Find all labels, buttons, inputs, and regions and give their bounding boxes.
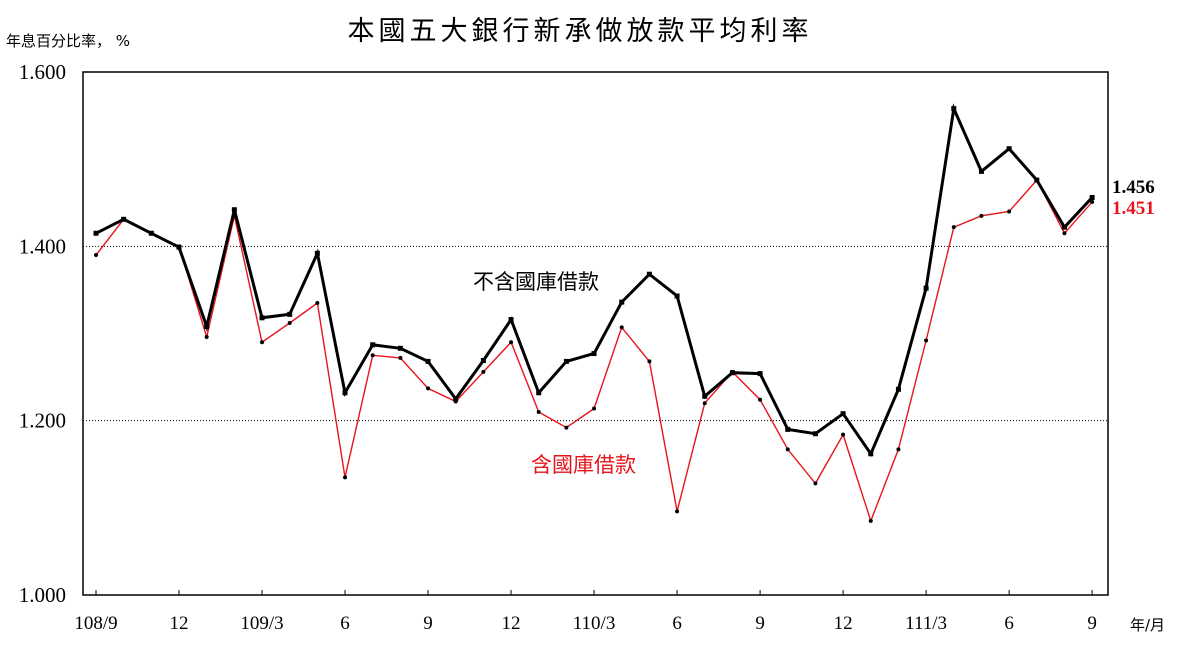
point-excl-treasury: [674, 293, 680, 299]
point-excl-treasury: [480, 358, 486, 364]
point-incl-treasury: [675, 509, 680, 514]
point-incl-treasury: [1062, 231, 1067, 236]
point-incl-treasury: [398, 355, 403, 360]
point-incl-treasury: [287, 321, 292, 326]
x-tick-label: 6: [340, 613, 350, 634]
x-tick-label: 111/3: [905, 613, 947, 634]
point-incl-treasury: [564, 425, 569, 430]
chart-title: 本國五大銀行新承做放款平均利率: [348, 16, 813, 47]
point-excl-treasury: [176, 244, 182, 250]
point-excl-treasury: [978, 168, 984, 174]
y-axis-unit-label: 年息百分比率， %: [6, 32, 130, 50]
point-incl-treasury: [868, 518, 873, 523]
point-incl-treasury: [260, 340, 265, 345]
point-incl-treasury: [343, 475, 348, 480]
x-tick-label: 110/3: [573, 613, 616, 634]
point-excl-treasury: [729, 370, 735, 376]
y-tick-label: 1.000: [19, 583, 66, 607]
point-excl-treasury: [370, 342, 376, 348]
x-tick-label: 12: [170, 613, 189, 634]
x-axis-unit-label: 年/月: [1130, 616, 1165, 634]
series-layer: [93, 103, 1095, 524]
point-incl-treasury: [481, 369, 486, 374]
point-excl-treasury: [951, 106, 957, 112]
x-tick-label: 109/3: [240, 613, 283, 634]
end-label-incl-treasury: 1.451: [1112, 198, 1155, 219]
point-incl-treasury: [1007, 209, 1012, 214]
point-incl-treasury: [509, 340, 514, 345]
point-excl-treasury: [397, 345, 403, 351]
y-tick-label: 1.600: [19, 60, 66, 84]
x-tick-label: 9: [755, 613, 765, 634]
point-incl-treasury: [204, 334, 209, 339]
point-incl-treasury: [896, 447, 901, 452]
point-excl-treasury: [563, 358, 569, 364]
point-excl-treasury: [231, 207, 237, 213]
point-excl-treasury: [646, 271, 652, 277]
y-axis-ticks: 1.000 1.200 1.400 1.600: [19, 60, 66, 607]
point-excl-treasury: [840, 411, 846, 417]
point-incl-treasury: [758, 397, 763, 402]
point-excl-treasury: [812, 431, 818, 437]
x-tick-label: 6: [1004, 613, 1014, 634]
point-excl-treasury: [121, 216, 127, 222]
point-excl-treasury: [702, 393, 708, 399]
x-tick-label: 6: [672, 613, 682, 634]
point-incl-treasury: [426, 386, 431, 391]
point-incl-treasury: [592, 406, 597, 411]
point-excl-treasury: [259, 315, 265, 321]
point-incl-treasury: [94, 253, 98, 258]
point-excl-treasury: [148, 230, 154, 236]
series-label-excl-treasury: 不含國庫借款: [473, 270, 599, 294]
point-incl-treasury: [619, 325, 624, 330]
x-tick-label: 12: [502, 613, 521, 634]
point-excl-treasury: [619, 299, 625, 305]
point-excl-treasury: [868, 451, 874, 457]
point-excl-treasury: [453, 396, 459, 402]
point-incl-treasury: [841, 432, 846, 437]
point-excl-treasury: [757, 371, 763, 377]
point-incl-treasury: [785, 447, 790, 452]
point-excl-treasury: [1006, 146, 1012, 152]
point-excl-treasury: [923, 285, 929, 291]
point-incl-treasury: [315, 300, 320, 305]
x-tick-label: 9: [423, 613, 433, 634]
point-excl-treasury: [591, 351, 597, 357]
point-excl-treasury: [1034, 177, 1040, 183]
point-incl-treasury: [647, 359, 652, 364]
point-incl-treasury: [924, 338, 929, 343]
point-excl-treasury: [425, 358, 431, 364]
point-excl-treasury: [785, 426, 791, 432]
point-incl-treasury: [370, 353, 375, 358]
y-tick-label: 1.200: [19, 409, 66, 433]
point-excl-treasury: [1089, 195, 1095, 201]
point-excl-treasury: [204, 324, 210, 330]
point-excl-treasury: [536, 390, 542, 396]
x-tick-label: 12: [834, 613, 853, 634]
end-label-excl-treasury: 1.456: [1112, 177, 1155, 198]
x-tick-label: 9: [1087, 613, 1097, 634]
x-axis-ticks: 108/9 12 109/3 6 9 12 110/3 6 9 12 111/3 6 9: [74, 590, 1097, 634]
plot-area: [82, 71, 1109, 596]
point-excl-treasury: [93, 230, 99, 236]
point-incl-treasury: [979, 213, 984, 218]
x-tick-label: 108/9: [74, 613, 117, 634]
point-incl-treasury: [536, 409, 541, 414]
point-incl-treasury: [702, 401, 707, 406]
point-excl-treasury: [895, 386, 901, 392]
point-excl-treasury: [1061, 224, 1067, 230]
point-excl-treasury: [287, 311, 293, 317]
point-excl-treasury: [342, 390, 348, 396]
series-label-incl-treasury: 含國庫借款: [531, 453, 636, 477]
y-tick-label: 1.400: [19, 234, 66, 258]
point-excl-treasury: [314, 250, 320, 256]
point-incl-treasury: [1090, 199, 1095, 204]
point-incl-treasury: [951, 225, 956, 230]
point-incl-treasury: [813, 481, 818, 486]
point-excl-treasury: [508, 317, 514, 323]
